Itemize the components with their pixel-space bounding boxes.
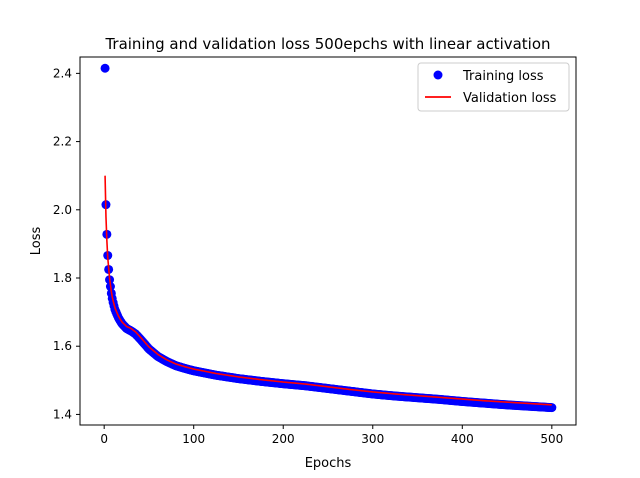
x-tick-label: 0: [100, 432, 108, 446]
series-validation-loss: [104, 175, 552, 406]
chart-title: Training and validation loss 500epchs wi…: [104, 35, 550, 53]
legend: Training loss Validation loss: [417, 62, 570, 112]
y-tick-label: 2.0: [53, 203, 72, 217]
plot-frame: [79, 56, 577, 426]
legend-marker-training: [433, 70, 443, 80]
series-layer: [100, 63, 557, 413]
training-loss-point: [100, 63, 110, 73]
legend-label-training: Training loss: [462, 69, 544, 84]
y-tick-label: 1.4: [53, 407, 72, 421]
x-tick-label: 300: [361, 432, 384, 446]
y-tick-label: 2.2: [53, 135, 72, 149]
x-tick-label: 500: [540, 432, 563, 446]
y-tick-label: 2.4: [53, 66, 72, 80]
legend-label-validation: Validation loss: [463, 91, 557, 106]
x-tick-label: 200: [272, 432, 295, 446]
series-training-loss: [100, 63, 557, 413]
y-tick-label: 1.6: [53, 339, 72, 353]
x-axis-label: Epochs: [305, 456, 352, 471]
x-tick-label: 400: [451, 432, 474, 446]
x-tick-label: 100: [182, 432, 205, 446]
plot-area: [79, 56, 577, 426]
y-axis-label: Loss: [29, 227, 44, 256]
legend-frame: [417, 62, 570, 112]
y-tick-label: 1.8: [53, 271, 72, 285]
y-axis: 1.4 1.6 1.8 2.0 2.2 2.4: [53, 66, 80, 421]
x-axis: 0 100 200 300 400 500: [100, 425, 563, 446]
